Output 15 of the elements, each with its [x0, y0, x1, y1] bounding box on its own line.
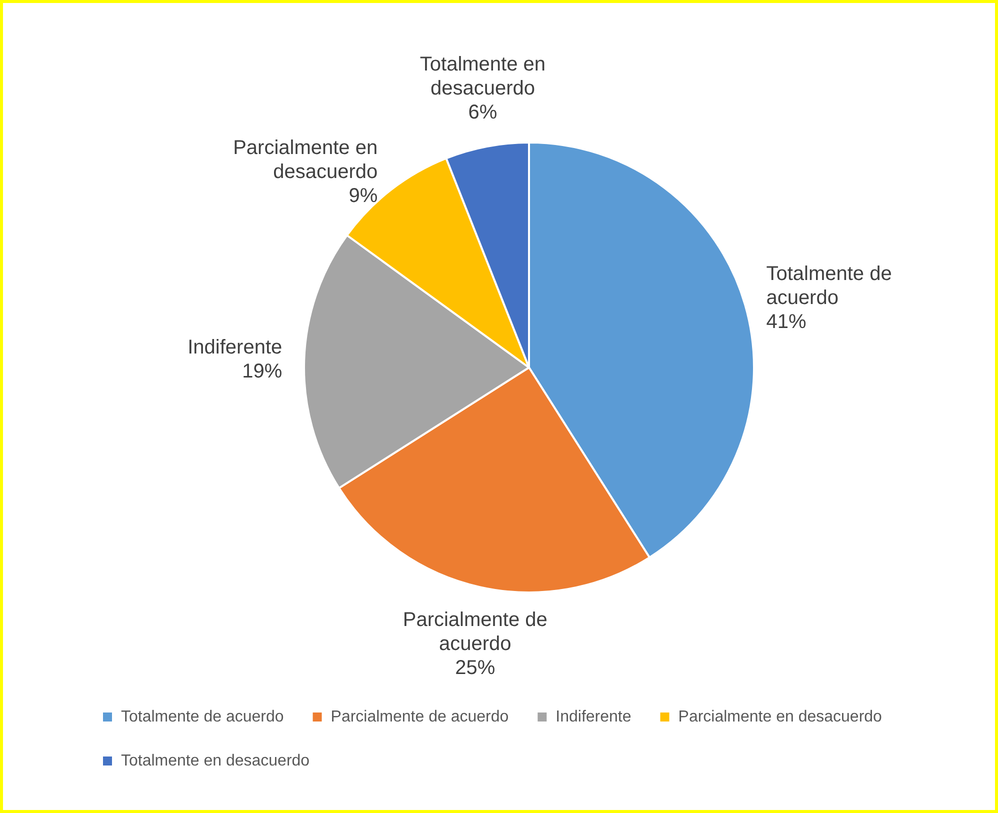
- legend-label: Parcialmente de acuerdo: [330, 708, 509, 726]
- data-label: 25%: [455, 657, 496, 680]
- slice-label: Indiferente: [188, 336, 282, 358]
- legend-label: Totalmente de acuerdo: [121, 708, 284, 726]
- legend-label: Totalmente en desacuerdo: [121, 752, 310, 770]
- legend-label: Indiferente: [556, 708, 632, 726]
- slice-label: Totalmente de acuerdo: [766, 263, 892, 310]
- slice-label: Parcialmente en desacuerdo: [233, 136, 378, 183]
- data-label: 9%: [348, 184, 378, 207]
- slice-label: Parcialmente de acuerdo: [402, 609, 548, 656]
- data-label: 6%: [468, 101, 498, 124]
- data-label: 41%: [766, 311, 806, 334]
- slice-label: Totalmente en desacuerdo: [420, 53, 546, 100]
- data-label: 19%: [242, 360, 282, 382]
- legend-label: Parcialmente en desacuerdo: [678, 708, 882, 726]
